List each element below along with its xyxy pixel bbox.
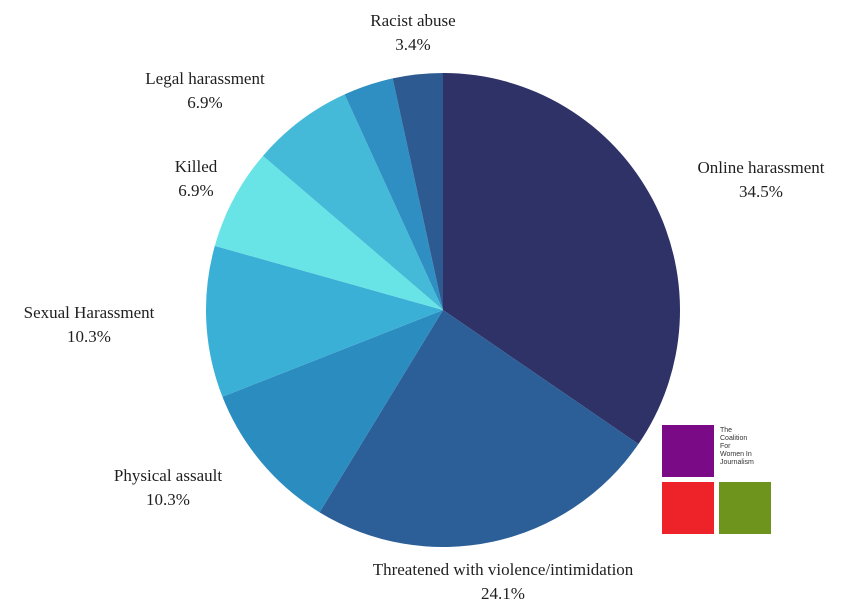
label-percent: 24.1% (481, 584, 525, 603)
label-percent: 10.3% (146, 490, 190, 509)
pie-slice-threatened-with-violence-intimidation (319, 310, 639, 548)
logo-line: Journalism (720, 459, 754, 466)
pie-slice-unlabeled (392, 73, 443, 310)
pie-slice-sexual-harassment (205, 245, 443, 397)
slice-label-killed: Killed 6.9% (175, 155, 218, 203)
label-name: Legal harassment (145, 69, 265, 88)
slice-label-legal-harassment: Legal harassment 6.9% (145, 67, 264, 115)
slice-label-online-harassment: Online harassment 34.5% (698, 156, 825, 204)
pie-slice-killed (214, 155, 443, 310)
label-name: Sexual Harassment (23, 303, 155, 322)
label-name: Online harassment (697, 158, 825, 177)
logo-square-red (662, 482, 714, 534)
logo-square-green (719, 482, 771, 534)
slice-label-threatened: Threatened with violence/intimidation 24… (373, 558, 634, 606)
label-percent: 6.9% (187, 93, 223, 112)
logo-line: Women In (720, 451, 752, 458)
label-name: Threatened with violence/intimidation (372, 560, 634, 579)
label-percent: 34.5% (739, 182, 783, 201)
coalition-logo: The Coalition For Women In Journalism (662, 425, 772, 535)
logo-square-purple (662, 425, 714, 477)
logo-line: The (720, 427, 733, 434)
slice-label-racist-abuse: Racist abuse 3.4% (370, 9, 455, 57)
slice-label-physical-assault: Physical assault 10.3% (114, 464, 222, 512)
label-percent: 3.4% (395, 35, 431, 54)
logo-line: Coalition (720, 435, 748, 442)
logo-line: For (720, 443, 731, 450)
pie-slice-online-harassment (443, 73, 680, 445)
label-name: Racist abuse (370, 11, 456, 30)
logo-text: The Coalition For Women In Journalism (720, 427, 772, 467)
slice-label-sexual-harassment: Sexual Harassment 10.3% (24, 301, 155, 349)
label-percent: 6.9% (178, 181, 214, 200)
label-percent: 10.3% (67, 327, 111, 346)
pie-slice-racist-abuse (344, 78, 443, 310)
pie-slice-physical-assault (222, 310, 443, 513)
label-name: Killed (174, 157, 218, 176)
pie-slice-legal-harassment (263, 94, 443, 310)
label-name: Physical assault (113, 466, 223, 485)
